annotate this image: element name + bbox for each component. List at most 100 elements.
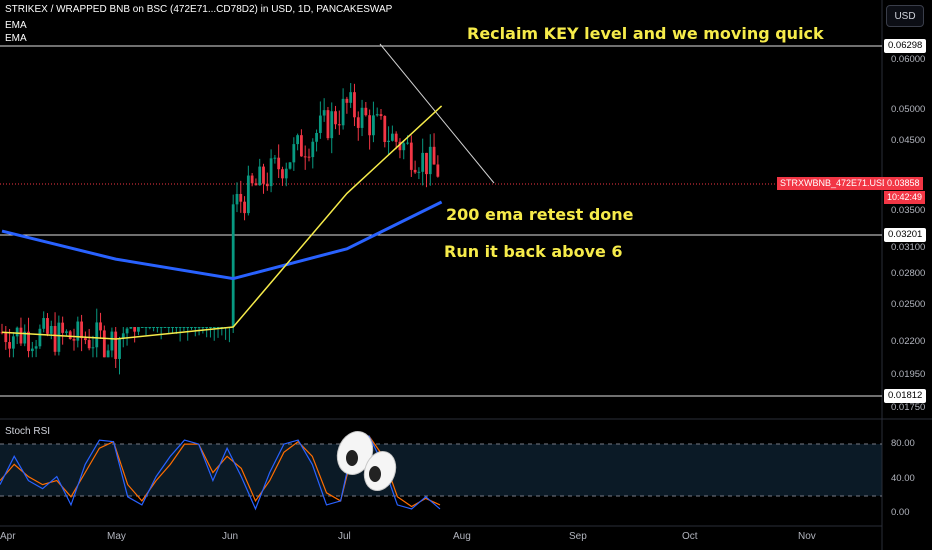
candle-body <box>205 327 209 329</box>
rsi-tick: 80.00 <box>891 438 915 449</box>
candle-body <box>68 331 72 339</box>
candle-body <box>125 328 129 334</box>
ema-legend-1[interactable]: EMA <box>5 20 27 31</box>
support-low-price-label: 0.01812 <box>884 389 927 403</box>
candle-body <box>428 146 432 175</box>
candle-body <box>334 111 337 125</box>
candle-body <box>436 164 440 177</box>
candle-body <box>148 327 152 329</box>
candle-body <box>379 114 383 116</box>
annotation-ema: 200 ema retest done <box>446 205 634 224</box>
candle-body <box>167 327 171 329</box>
price-tick: 0.05000 <box>891 104 926 115</box>
rsi-band-bg <box>0 444 882 496</box>
candle-body <box>375 114 379 116</box>
price-tick: 0.02200 <box>891 336 926 347</box>
candle-body <box>296 135 300 145</box>
price-tick: 0.06000 <box>891 54 926 65</box>
price-tick: 0.03100 <box>891 242 926 253</box>
candle-body <box>144 327 148 329</box>
x-tick: Aug <box>453 531 471 542</box>
candle-body <box>140 327 144 329</box>
candle-body <box>23 331 27 344</box>
candle-body <box>57 322 61 352</box>
candle-body <box>201 327 205 329</box>
candle-body <box>315 132 318 142</box>
currency-button[interactable]: USD <box>886 5 924 27</box>
candle-body <box>250 175 254 184</box>
price-tick: 0.02800 <box>891 268 926 279</box>
candle-body <box>387 140 390 142</box>
candle-body <box>38 328 42 347</box>
candle-body <box>155 327 159 329</box>
candle-body <box>243 201 246 214</box>
candle-body <box>186 327 190 329</box>
candle-body <box>216 327 220 329</box>
candle-body <box>265 183 269 187</box>
candle-body <box>171 327 174 329</box>
candle-body <box>277 157 281 170</box>
candle-body <box>409 142 413 170</box>
candle-body <box>288 162 292 169</box>
candle-body <box>30 348 34 352</box>
candle-body <box>83 338 87 341</box>
candle-body <box>99 322 102 331</box>
candle-body <box>246 175 250 214</box>
stoch-rsi-legend[interactable]: Stoch RSI <box>5 426 51 437</box>
rsi-tick: 40.00 <box>891 473 915 484</box>
candle-body <box>432 146 436 165</box>
price-tick: 0.03500 <box>891 205 926 216</box>
ema-fast-line <box>1 105 443 340</box>
candle-body <box>152 327 155 329</box>
candle-body <box>311 141 315 158</box>
candle-body <box>356 117 360 128</box>
candle-body <box>231 204 235 328</box>
x-tick: Sep <box>569 531 587 542</box>
candle-body <box>235 193 239 205</box>
candle-body <box>273 157 277 159</box>
eyes-emoji-icon <box>336 431 397 491</box>
trend-line[interactable] <box>379 43 495 184</box>
x-tick: Oct <box>682 531 698 542</box>
candle-body <box>27 331 30 352</box>
candle-body <box>19 327 23 344</box>
candle-body <box>129 327 133 329</box>
x-tick: Apr <box>0 531 16 542</box>
ema-slow-line <box>1 200 443 281</box>
ema-legend-2[interactable]: EMA <box>5 33 27 44</box>
candle-body <box>402 143 406 151</box>
candle-body <box>110 331 114 351</box>
last-price-tag: 0.03858 <box>884 177 923 190</box>
x-tick: May <box>107 531 126 542</box>
candle-body <box>239 193 243 202</box>
annotation-headline: Reclaim KEY level and we moving quick <box>467 24 824 43</box>
candle-body <box>413 169 417 173</box>
main-pane-bg <box>0 0 882 418</box>
candle-body <box>106 350 110 358</box>
candle-body <box>425 152 428 175</box>
candle-body <box>337 124 341 126</box>
candle-body <box>87 340 91 349</box>
candle-body <box>49 326 53 334</box>
candle-body <box>15 327 19 337</box>
candle-body <box>197 327 201 329</box>
price-tick: 0.02500 <box>891 299 926 310</box>
candle-body <box>65 331 68 333</box>
x-tick: Nov <box>798 531 816 542</box>
candle-body <box>349 92 353 103</box>
candle-body <box>95 322 99 348</box>
candle-body <box>284 168 288 179</box>
candle-body <box>34 346 38 349</box>
x-tick: Jun <box>222 531 239 542</box>
candle-body <box>8 342 11 349</box>
candle-body <box>398 141 402 151</box>
candle-body <box>341 98 345 126</box>
candle-body <box>4 332 8 343</box>
candle-body <box>390 133 394 141</box>
candle-body <box>307 156 311 158</box>
countdown-tag: 10:42:49 <box>884 191 926 204</box>
candle-body <box>178 327 182 329</box>
candle-body <box>269 158 273 187</box>
annotation-target: Run it back above 6 <box>444 242 623 261</box>
